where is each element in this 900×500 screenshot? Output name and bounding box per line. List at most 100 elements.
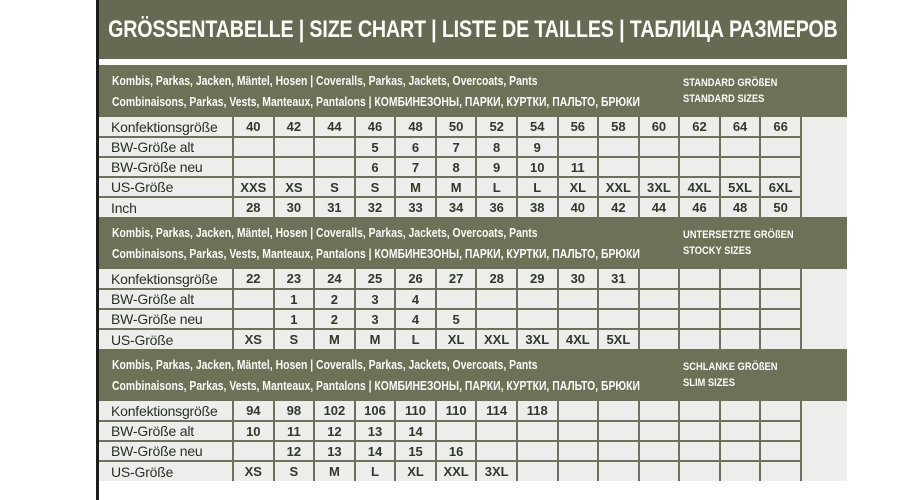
size-cell: S bbox=[272, 328, 315, 349]
size-cell: 28 bbox=[475, 269, 517, 289]
row-label: BW-Größe neu bbox=[99, 308, 234, 329]
size-cell bbox=[718, 420, 761, 441]
size-cell: M bbox=[434, 176, 477, 197]
row-label: US-Größe bbox=[99, 460, 234, 481]
size-cell: 54 bbox=[515, 117, 558, 137]
size-cell bbox=[637, 136, 680, 157]
size-cell bbox=[232, 156, 274, 177]
size-cell: 110 bbox=[434, 401, 477, 421]
size-cell bbox=[718, 156, 761, 177]
size-cell: XS bbox=[232, 328, 274, 349]
size-cell bbox=[637, 156, 680, 177]
size-cell: 7 bbox=[434, 136, 477, 157]
size-cell bbox=[759, 440, 801, 461]
size-cell: L bbox=[394, 328, 436, 349]
size-cell bbox=[313, 136, 355, 157]
size-cell bbox=[597, 401, 639, 421]
size-cell bbox=[637, 440, 680, 461]
size-cell bbox=[678, 420, 720, 441]
size-cell: 42 bbox=[597, 196, 639, 217]
size-cell: 52 bbox=[475, 117, 517, 137]
size-cell: 40 bbox=[556, 196, 599, 217]
size-cell: 28 bbox=[232, 196, 274, 217]
size-cell: L bbox=[515, 176, 558, 197]
size-cell: 11 bbox=[556, 156, 599, 177]
size-cell: XXL bbox=[475, 328, 517, 349]
size-section-3: Kombis, Parkas, Jacken, Mäntel, Hosen | … bbox=[99, 349, 847, 481]
size-cell: 10 bbox=[515, 156, 558, 177]
size-cell: 24 bbox=[313, 269, 355, 289]
table-row: Konfektionsgröße 22 23 24 25 26 27 28 29 30 31 bbox=[99, 269, 847, 289]
section-size-type: SCHLANKE GRÖßEN SLIM SIZES bbox=[683, 361, 794, 389]
size-cell bbox=[515, 420, 558, 441]
table-row: Konfektionsgröße 94 98 102 106 110 110 114 118 bbox=[99, 401, 847, 421]
size-cell: S bbox=[272, 460, 315, 481]
size-cell: 8 bbox=[475, 136, 517, 157]
size-cell: 12 bbox=[272, 440, 315, 461]
section-size-type: UNTERSETZTE GRÖßEN STOCKY SIZES bbox=[683, 229, 813, 257]
section-size-type: STANDARD GRÖßEN STANDARD SIZES bbox=[683, 77, 794, 105]
size-table: Konfektionsgröße 94 98 102 106 110 110 114 118 BW… bbox=[99, 401, 847, 481]
size-cell bbox=[678, 288, 720, 309]
size-cell: 2 bbox=[313, 308, 355, 329]
size-cell bbox=[475, 440, 517, 461]
size-cell: 26 bbox=[394, 269, 436, 289]
size-cell bbox=[597, 460, 639, 481]
row-label: US-Größe bbox=[99, 328, 234, 349]
size-cell bbox=[718, 401, 761, 421]
size-cell: 4XL bbox=[556, 328, 599, 349]
size-cell bbox=[272, 156, 315, 177]
section-size-type-line2: SLIM SIZES bbox=[683, 376, 735, 389]
size-cell: 11 bbox=[272, 420, 315, 441]
section-header-bar: Kombis, Parkas, Jacken, Mäntel, Hosen | … bbox=[99, 349, 847, 401]
size-table: Konfektionsgröße 40 42 44 46 48 50 52 54 56 58 60 62… bbox=[99, 117, 847, 217]
size-cell bbox=[434, 288, 477, 309]
section-products-line2: Combinaisons, Parkas, Vests, Manteaux, P… bbox=[112, 94, 640, 109]
size-cell bbox=[556, 308, 599, 329]
row-label: Konfektionsgröße bbox=[111, 402, 218, 419]
size-cell: XL bbox=[394, 460, 436, 481]
size-cell bbox=[475, 420, 517, 441]
size-cell bbox=[556, 401, 599, 421]
size-cell bbox=[759, 401, 801, 421]
size-cell: XXS bbox=[232, 176, 274, 197]
size-cell bbox=[637, 460, 680, 481]
size-cell: 3XL bbox=[475, 460, 517, 481]
size-cell: 44 bbox=[313, 117, 355, 137]
size-cell bbox=[597, 440, 639, 461]
size-cell: XL bbox=[434, 328, 477, 349]
size-cell: 30 bbox=[272, 196, 315, 217]
size-cell: 22 bbox=[232, 269, 274, 289]
size-cell: 60 bbox=[637, 117, 680, 137]
size-cell bbox=[678, 156, 720, 177]
size-cell: 25 bbox=[353, 269, 396, 289]
empty-tail-cell bbox=[799, 269, 847, 289]
size-cell bbox=[678, 440, 720, 461]
size-cell bbox=[678, 136, 720, 157]
empty-tail-cell bbox=[799, 177, 847, 197]
sections: Kombis, Parkas, Jacken, Mäntel, Hosen | … bbox=[99, 65, 847, 481]
size-cell bbox=[718, 328, 761, 349]
size-cell bbox=[678, 460, 720, 481]
table-row: US-Größe XS S M L XL XXL 3XL bbox=[99, 460, 847, 481]
size-cell bbox=[718, 269, 761, 289]
row-label: Konfektionsgröße bbox=[111, 118, 218, 135]
size-cell bbox=[637, 401, 680, 421]
empty-tail-cell bbox=[799, 117, 847, 137]
size-cell: 14 bbox=[353, 440, 396, 461]
size-cell bbox=[232, 308, 274, 329]
size-section-2: Kombis, Parkas, Jacken, Mäntel, Hosen | … bbox=[99, 217, 847, 349]
empty-tail-cell bbox=[799, 329, 847, 349]
size-cell bbox=[232, 288, 274, 309]
size-cell: 48 bbox=[394, 117, 436, 137]
table-row: US-Größe XS S M M L XL XXL 3XL 4XL 5XL bbox=[99, 328, 847, 349]
size-cell: 102 bbox=[313, 401, 355, 421]
row-label: Konfektionsgröße bbox=[111, 270, 218, 287]
size-cell: 46 bbox=[678, 196, 720, 217]
section-products-line1: Kombis, Parkas, Jacken, Mäntel, Hosen | … bbox=[112, 357, 538, 372]
section-size-type-line1: UNTERSETZTE GRÖßEN bbox=[683, 228, 794, 241]
size-cell: 5 bbox=[353, 136, 396, 157]
size-cell: 4 bbox=[394, 288, 436, 309]
section-products-line1: Kombis, Parkas, Jacken, Mäntel, Hosen | … bbox=[112, 73, 538, 88]
